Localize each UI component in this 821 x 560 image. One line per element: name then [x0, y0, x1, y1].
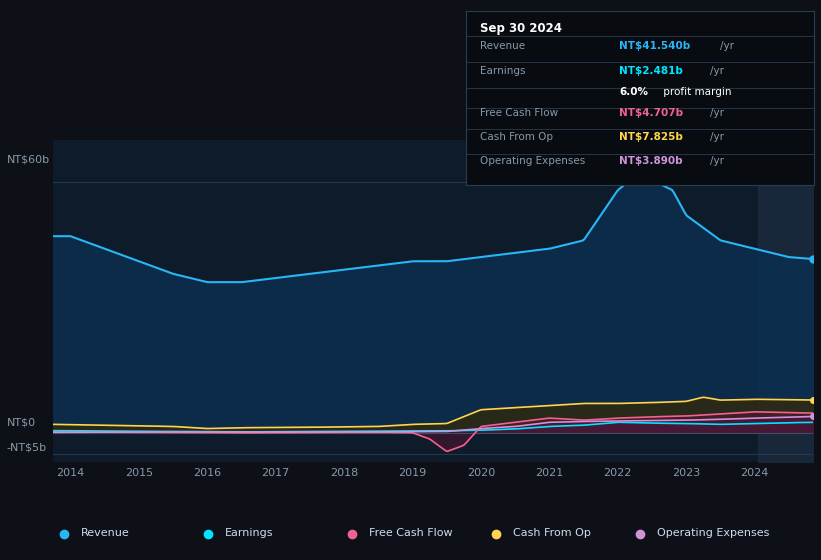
Text: NT$3.890b: NT$3.890b: [619, 156, 683, 166]
Text: Cash From Op: Cash From Op: [513, 529, 591, 538]
Text: NT$41.540b: NT$41.540b: [619, 41, 690, 51]
Text: 2019: 2019: [398, 468, 427, 478]
Text: Sep 30 2024: Sep 30 2024: [480, 22, 562, 35]
Text: NT$4.707b: NT$4.707b: [619, 108, 683, 118]
Text: profit margin: profit margin: [660, 87, 732, 97]
Text: NT$60b: NT$60b: [7, 155, 50, 165]
Text: 6.0%: 6.0%: [619, 87, 648, 97]
Text: 2017: 2017: [262, 468, 290, 478]
Text: 2022: 2022: [603, 468, 632, 478]
Text: NT$7.825b: NT$7.825b: [619, 132, 683, 142]
Text: -NT$5b: -NT$5b: [7, 443, 47, 453]
Text: NT$2.481b: NT$2.481b: [619, 66, 683, 76]
Text: 2024: 2024: [741, 468, 768, 478]
Text: NT$0: NT$0: [7, 418, 35, 428]
Text: /yr: /yr: [710, 156, 724, 166]
Text: Free Cash Flow: Free Cash Flow: [480, 108, 558, 118]
Text: Operating Expenses: Operating Expenses: [480, 156, 585, 166]
Text: 2016: 2016: [193, 468, 222, 478]
Text: Revenue: Revenue: [480, 41, 525, 51]
Text: Operating Expenses: Operating Expenses: [657, 529, 769, 538]
Text: Cash From Op: Cash From Op: [480, 132, 553, 142]
Text: 2023: 2023: [672, 468, 700, 478]
Text: Earnings: Earnings: [225, 529, 273, 538]
Text: Earnings: Earnings: [480, 66, 525, 76]
Text: /yr: /yr: [710, 108, 724, 118]
Text: 2015: 2015: [125, 468, 153, 478]
Text: /yr: /yr: [710, 66, 724, 76]
Text: 2018: 2018: [330, 468, 358, 478]
Text: /yr: /yr: [720, 41, 734, 51]
Text: Free Cash Flow: Free Cash Flow: [369, 529, 452, 538]
Text: /yr: /yr: [710, 132, 724, 142]
Text: 2020: 2020: [467, 468, 495, 478]
Text: 2014: 2014: [57, 468, 85, 478]
Text: Revenue: Revenue: [80, 529, 130, 538]
Text: 2021: 2021: [535, 468, 563, 478]
